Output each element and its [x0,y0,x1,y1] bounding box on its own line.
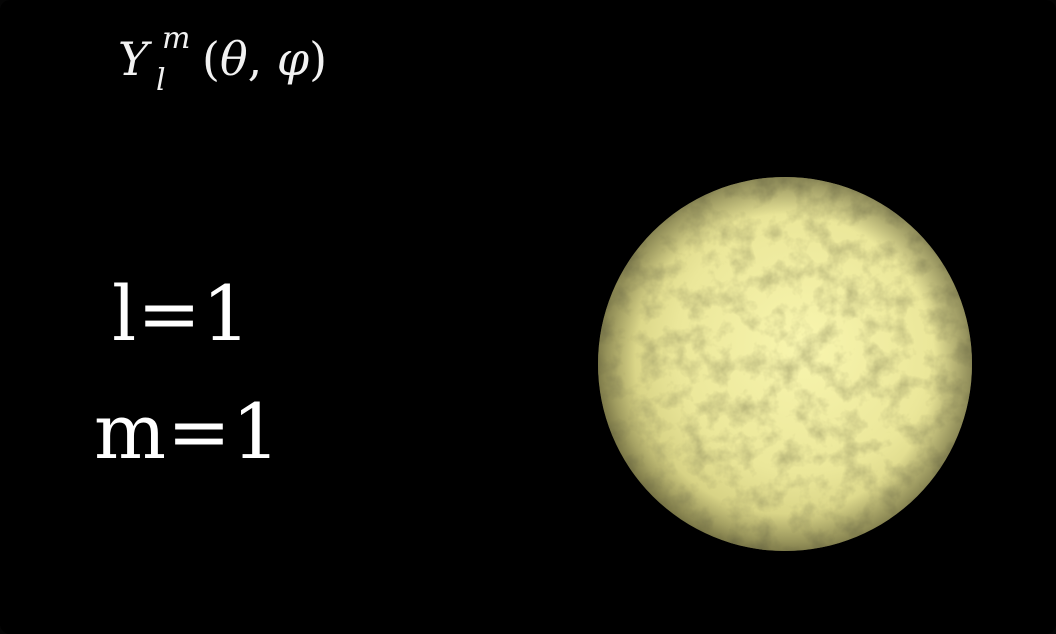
formula-separator: , [247,32,277,86]
sphere-icon [598,177,972,551]
formula-superscript: m [162,21,191,56]
formula-arguments: (θ, φ) [202,36,327,82]
spherical-harmonic-formula: Y m l (θ, φ) [118,22,378,112]
formula-subscript: l [156,63,166,98]
m-value-label: m=1 [94,387,282,476]
formula-theta: θ [219,32,248,86]
formula-open-paren: ( [202,32,220,86]
sphere-visual [597,176,973,552]
formula-close-paren: ) [309,32,328,86]
formula-phi: φ [276,32,310,86]
l-value-label: l=1 [112,269,252,358]
formula-base: Y [118,32,149,86]
sphere-rim-shade [598,177,972,551]
